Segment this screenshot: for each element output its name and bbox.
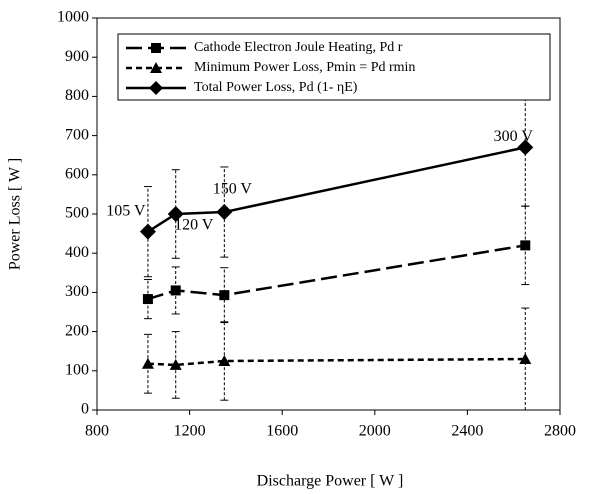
legend-label: Minimum Power Loss, Pmin = Pd rmin	[194, 60, 415, 75]
x-axis-title: Discharge Power [ W ]	[257, 473, 404, 490]
point-label: 150 V	[213, 181, 253, 198]
x-tick-label: 800	[85, 423, 109, 440]
marker	[520, 240, 531, 251]
x-tick-label: 1600	[266, 423, 298, 440]
y-tick-label: 100	[65, 361, 89, 378]
y-tick-label: 600	[65, 165, 89, 182]
y-tick-label: 1000	[57, 9, 89, 26]
marker	[141, 357, 154, 369]
legend-marker	[151, 43, 161, 53]
y-tick-label: 500	[65, 205, 89, 222]
marker	[519, 353, 532, 365]
y-tick-label: 300	[65, 283, 89, 300]
marker	[167, 206, 184, 222]
marker	[169, 358, 182, 370]
x-tick-label: 2000	[359, 423, 391, 440]
point-label: 120 V	[174, 217, 214, 234]
x-tick-label: 2400	[451, 423, 483, 440]
legend-marker	[149, 81, 163, 95]
y-tick-label: 800	[65, 87, 89, 104]
marker	[170, 285, 181, 296]
y-tick-label: 400	[65, 244, 89, 261]
y-tick-label: 700	[65, 126, 89, 143]
y-tick-label: 200	[65, 322, 89, 339]
y-tick-label: 900	[65, 48, 89, 65]
marker	[139, 223, 156, 240]
legend-label: Total Power Loss, Pd (1- ηE)	[194, 80, 358, 95]
x-tick-label: 1200	[174, 423, 206, 440]
marker	[216, 204, 233, 221]
point-label: 300 V	[494, 128, 534, 145]
series-line	[147, 357, 526, 367]
marker	[142, 294, 153, 305]
x-tick-label: 2800	[544, 423, 576, 440]
legend-marker	[150, 62, 162, 73]
y-axis-title: Power Loss [ W ]	[7, 158, 24, 270]
point-label: 105 V	[106, 202, 146, 219]
legend-label: Cathode Electron Joule Heating, Pd r	[194, 40, 403, 55]
series-line	[147, 146, 526, 233]
marker	[219, 290, 230, 301]
y-tick-label: 0	[81, 401, 89, 418]
series-line	[147, 244, 526, 301]
legend-box	[117, 33, 551, 101]
marker	[517, 139, 534, 156]
marker	[218, 355, 231, 366]
legend: Cathode Electron Joule Heating, Pd r Mini…	[117, 33, 551, 101]
